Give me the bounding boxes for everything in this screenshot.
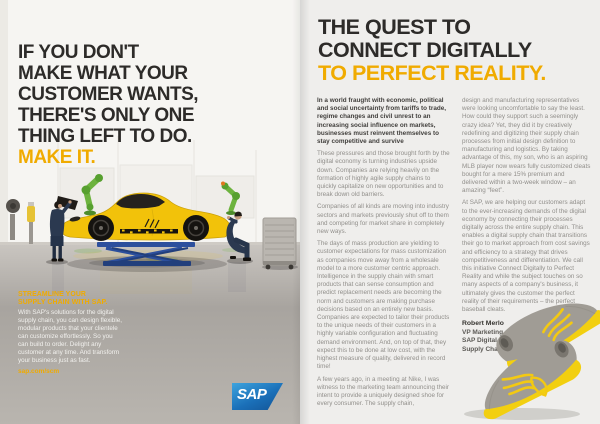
sneakers-shadow [464,408,580,420]
promo-heading-line: STREAMLINE YOUR [18,291,86,298]
tool-cart [262,217,298,270]
left-page-ad: IF YOU DON'T MAKE WHAT YOUR CUSTOMER WAN… [0,0,300,424]
promo-body: With SAP's solutions for the digital sup… [18,308,122,365]
paragraph: These pressures and those brought forth … [317,150,450,199]
headline-line: CUSTOMER WANTS, [18,84,199,105]
author-signature: Robert Merlo VP Marketing SAP Digital Su… [462,320,591,354]
hose-reel [6,199,20,240]
article-title: THE QUEST TO CONNECT DIGITALLY TO PERFEC… [318,16,546,85]
promo-heading-line: SUPPLY CHAIN WITH SAP. [18,298,108,306]
scissor-lift [97,242,195,266]
promo-heading: STREAMLINE YOUR SUPPLY CHAIN WITH SAP. [18,291,122,306]
headline-line: MAKE WHAT YOUR [18,63,188,84]
safety-pole [27,202,35,244]
promo-block: STREAMLINE YOUR SUPPLY CHAIN WITH SAP. W… [18,291,122,375]
title-line: THE QUEST TO [318,15,471,39]
sports-car [61,192,231,241]
lead-paragraph: In a world fraught with economic, politi… [317,97,447,146]
headline-line: IF YOU DON'T [18,42,139,63]
article-body: In a world fraught with economic, politi… [317,97,591,412]
sap-logo: SAP [232,383,283,410]
paragraph: A few years ago, in a meeting at Nike, I… [317,375,449,408]
paragraph: The days of mass production are yielding… [317,240,450,371]
column-1: In a world fraught with economic, politi… [317,97,451,412]
title-accent-line: TO PERFECT REALITY. [318,61,546,85]
author-role: VP Marketing [462,328,504,336]
sneakers-photo [464,303,600,420]
column-2: design and manufacturing representatives… [462,97,591,412]
robot-arm-left [81,174,103,216]
ad-headline: IF YOU DON'T MAKE WHAT YOUR CUSTOMER WAN… [18,42,199,168]
right-page-article: THE QUEST TO CONNECT DIGITALLY TO PERFEC… [300,0,600,424]
workshop-photo [0,0,300,424]
paragraph: Companies of all kinds are moving into i… [317,203,449,236]
paragraph: design and manufacturing representatives… [462,97,591,195]
headline-line: THERE'S ONLY ONE [18,105,195,126]
sneaker-front [483,340,581,420]
paragraph: At SAP, we are helping our customers ada… [462,199,590,314]
promo-link[interactable]: sap.com/scm [18,367,60,375]
technician-left [46,196,78,265]
headline-line: THING LEFT TO DO. [18,126,192,147]
technician-right [226,211,253,264]
sap-logo-text: SAP [237,386,267,403]
title-line: CONNECT DIGITALLY [318,38,532,62]
headline-accent: MAKE IT. [18,147,96,168]
author-name: Robert Merlo [462,320,504,328]
author-role: SAP Digital [462,337,497,345]
robot-arm-right [221,181,240,215]
author-role: Supply Chain [462,345,504,353]
